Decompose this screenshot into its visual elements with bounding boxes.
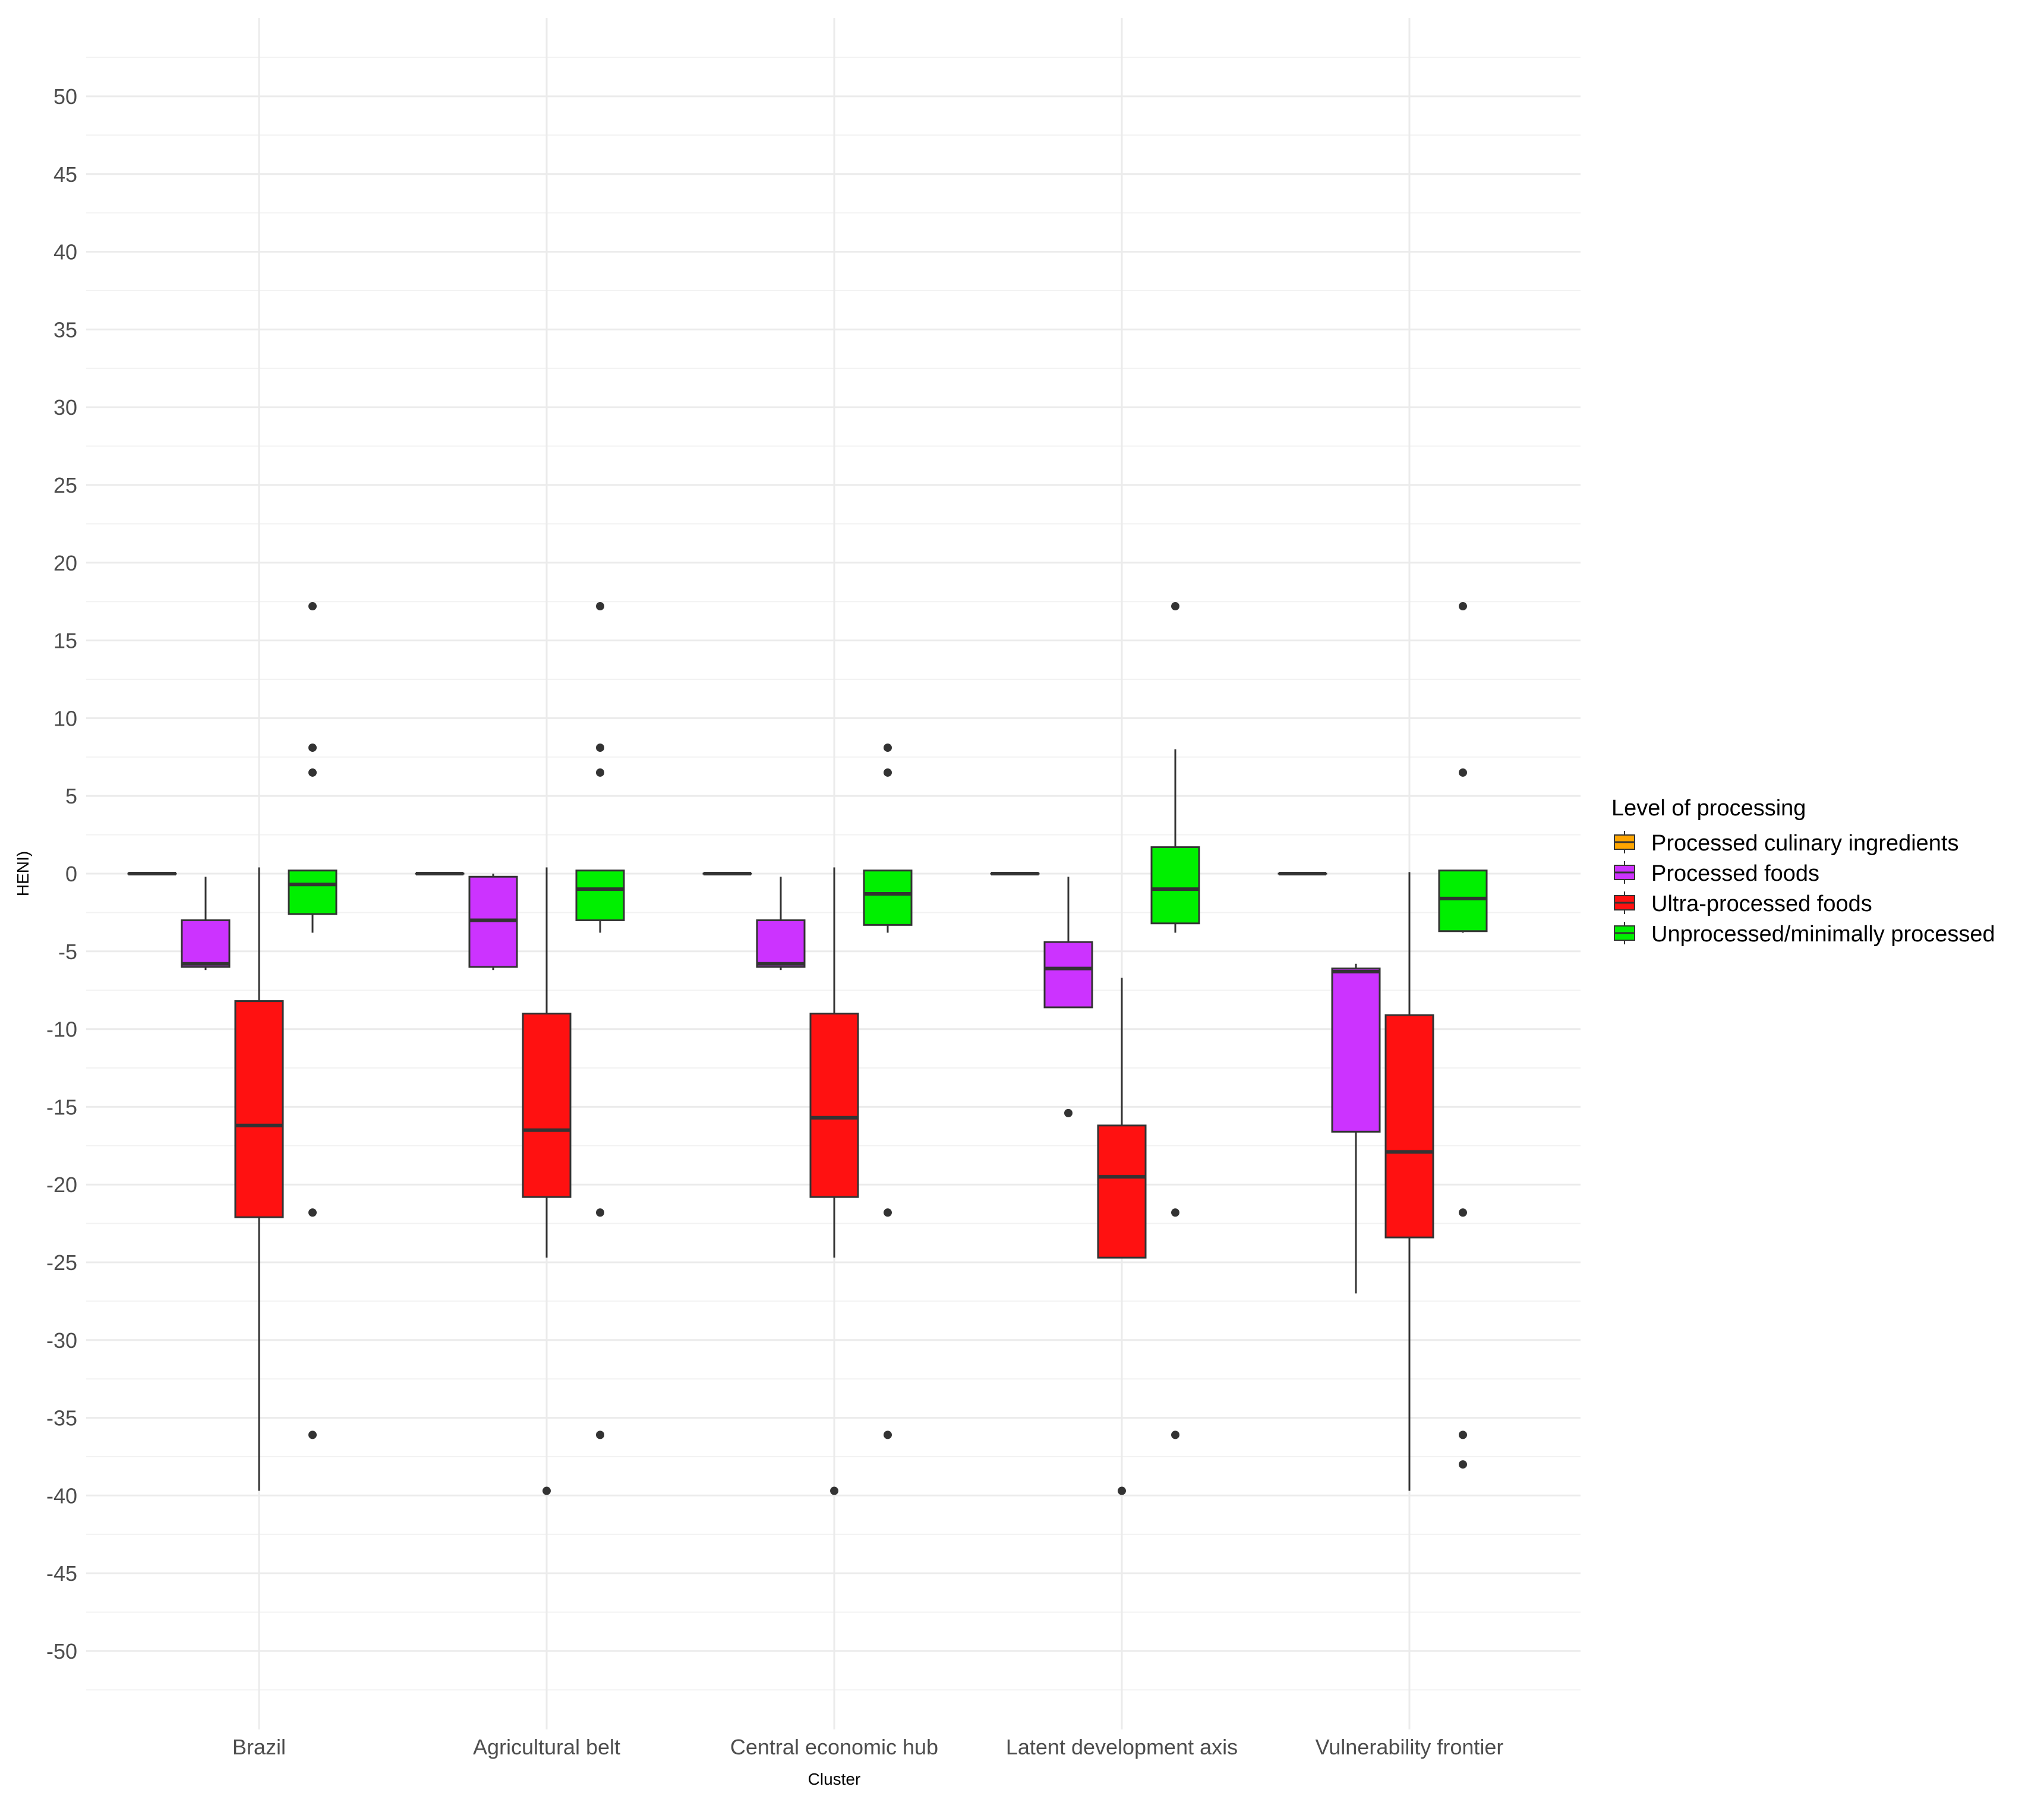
box-unprocessed-minimally-processed-2 xyxy=(863,743,913,1439)
y-tick-label: 15 xyxy=(53,629,77,653)
outlier-point xyxy=(596,1208,604,1217)
box-processed-foods-1 xyxy=(468,874,518,971)
y-tick-label: -10 xyxy=(46,1017,77,1042)
box-body xyxy=(181,919,231,968)
box-body xyxy=(809,1012,859,1198)
box-unprocessed-minimally-processed-3 xyxy=(1150,602,1200,1439)
box-ultra-processed-foods-1 xyxy=(522,867,572,1495)
y-tick-label: -45 xyxy=(46,1561,77,1586)
legend-item: Processed culinary ingredients xyxy=(1614,831,1959,856)
outlier-point xyxy=(596,602,604,611)
box-processed-foods-3 xyxy=(1043,877,1093,1117)
box-unprocessed-minimally-processed-0 xyxy=(288,602,337,1439)
legend-items: Processed culinary ingredients Processed … xyxy=(1614,831,1995,947)
box-body xyxy=(756,919,806,968)
box-body xyxy=(522,1012,572,1198)
y-tick-label: -50 xyxy=(46,1639,77,1663)
box-ultra-processed-foods-2 xyxy=(809,867,859,1495)
x-tick-label: Vulnerability frontier xyxy=(1316,1735,1504,1759)
legend-item: Processed foods xyxy=(1614,861,1819,886)
box-body xyxy=(234,1000,284,1218)
y-tick-label: 25 xyxy=(53,473,77,497)
box-processed-foods-0 xyxy=(181,877,231,971)
box-body xyxy=(288,869,337,915)
x-tick-labels: Brazil Agricultural belt Central economic … xyxy=(232,1735,1503,1759)
box-processed-foods-2 xyxy=(756,877,806,971)
outlier-point xyxy=(308,602,317,611)
box-body xyxy=(863,869,913,926)
x-axis-title: Cluster xyxy=(808,1770,861,1788)
y-tick-label: -15 xyxy=(46,1095,77,1119)
y-tick-label: -30 xyxy=(46,1328,77,1353)
y-tick-label: 10 xyxy=(53,706,77,730)
box-body xyxy=(1384,1014,1434,1239)
legend-label: Ultra-processed foods xyxy=(1651,891,1872,916)
y-tick-label: -25 xyxy=(46,1250,77,1275)
y-tick-label: 50 xyxy=(53,84,77,109)
box-ultra-processed-foods-3 xyxy=(1097,978,1147,1495)
x-tick-label: Latent development axis xyxy=(1006,1735,1238,1759)
x-tick-label: Brazil xyxy=(232,1735,286,1759)
outlier-point xyxy=(596,743,604,752)
box-elements xyxy=(127,602,1488,1495)
outlier-point xyxy=(308,1208,317,1217)
outlier-point xyxy=(1459,1208,1467,1217)
legend-item: Ultra-processed foods xyxy=(1614,891,1872,916)
box-body xyxy=(1331,968,1381,1133)
box-body xyxy=(1043,941,1093,1009)
outlier-point xyxy=(1459,1460,1467,1469)
y-tick-label: -35 xyxy=(46,1406,77,1431)
y-tick-label: 0 xyxy=(65,862,77,886)
outlier-point xyxy=(308,768,317,777)
outlier-point xyxy=(1171,602,1179,611)
box-ultra-processed-foods-0 xyxy=(234,867,284,1491)
y-tick-label: -20 xyxy=(46,1173,77,1197)
y-tick-labels: 50454035302520151050-5-10-15-20-25-30-35… xyxy=(46,84,77,1663)
outlier-point xyxy=(1459,768,1467,777)
y-tick-label: 5 xyxy=(65,784,77,808)
x-tick-label: Agricultural belt xyxy=(473,1735,620,1759)
outlier-point xyxy=(884,768,892,777)
y-tick-label: 40 xyxy=(53,240,77,264)
outlier-point xyxy=(596,1431,604,1439)
outlier-point xyxy=(1459,602,1467,611)
outlier-point xyxy=(884,1208,892,1217)
outlier-point xyxy=(884,743,892,752)
outlier-point xyxy=(308,1431,317,1439)
box-body xyxy=(1438,869,1488,932)
y-axis-title: HENI) xyxy=(14,851,32,896)
box-body xyxy=(1097,1124,1147,1259)
grid-lines xyxy=(86,18,1581,1729)
y-tick-label: 20 xyxy=(53,551,77,575)
legend-label: Processed foods xyxy=(1651,861,1819,886)
box-body xyxy=(575,869,625,921)
legend-item: Unprocessed/minimally processed xyxy=(1614,922,1995,947)
y-tick-label: 35 xyxy=(53,317,77,342)
outlier-point xyxy=(1459,1431,1467,1439)
legend: Level of processing Processed culinary i… xyxy=(1611,796,1995,947)
outlier-point xyxy=(1118,1486,1126,1495)
y-tick-label: -5 xyxy=(58,940,77,964)
box-processed-foods-4 xyxy=(1331,963,1381,1294)
legend-title: Level of processing xyxy=(1611,796,1806,821)
outlier-point xyxy=(308,743,317,752)
box-ultra-processed-foods-4 xyxy=(1384,872,1434,1491)
outlier-point xyxy=(884,1431,892,1439)
box-body xyxy=(1150,846,1200,925)
legend-label: Processed culinary ingredients xyxy=(1651,831,1959,856)
outlier-point xyxy=(542,1486,551,1495)
x-tick-label: Central economic hub xyxy=(730,1735,938,1759)
outlier-point xyxy=(830,1486,838,1495)
legend-label: Unprocessed/minimally processed xyxy=(1651,922,1995,947)
y-tick-label: 30 xyxy=(53,395,77,420)
outlier-point xyxy=(1171,1208,1179,1217)
outlier-point xyxy=(596,768,604,777)
outlier-point xyxy=(1064,1108,1073,1117)
box-unprocessed-minimally-processed-4 xyxy=(1438,602,1488,1469)
y-tick-label: -40 xyxy=(46,1483,77,1508)
outlier-point xyxy=(1171,1431,1179,1439)
box-unprocessed-minimally-processed-1 xyxy=(575,602,625,1439)
y-tick-label: 45 xyxy=(53,162,77,187)
